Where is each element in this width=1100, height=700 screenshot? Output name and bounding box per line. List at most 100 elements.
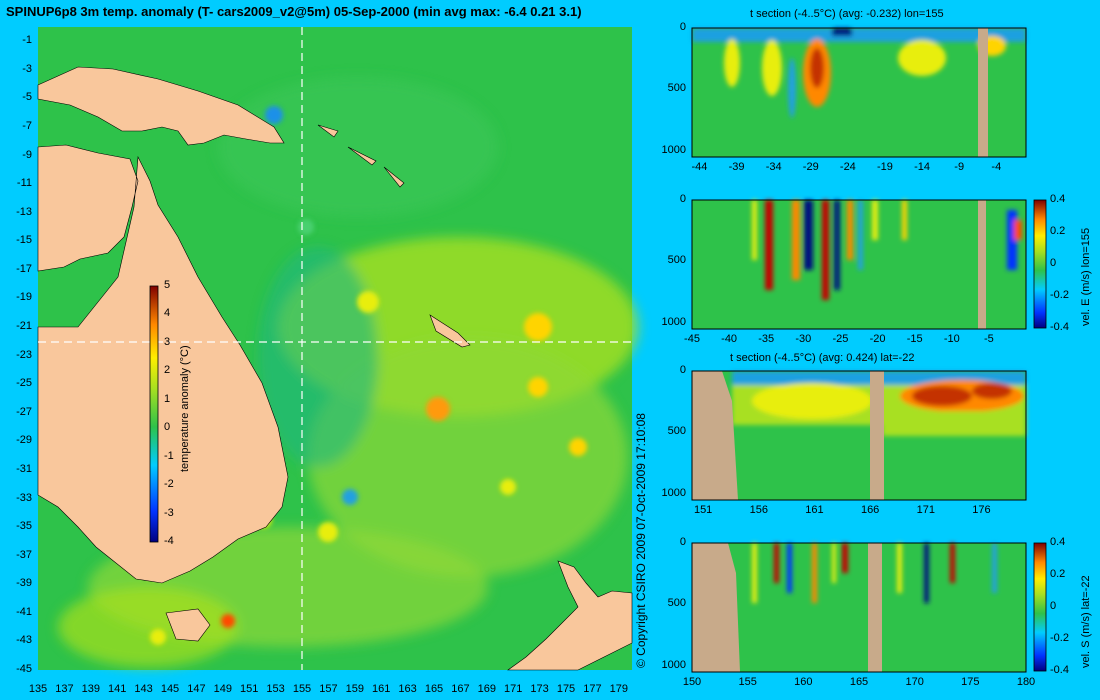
map-y-tick: -1 [22,34,32,47]
vel-s-section-colorbar-tick: 0.2 [1050,568,1066,580]
map-colorbar-tick: -2 [164,478,174,491]
map-y-tick: -33 [16,491,32,504]
map-colorbar-tick: 3 [164,335,171,348]
vel-s-section-x-tick: 175 [961,676,980,688]
map-y-tick: -43 [16,634,32,647]
vel-s-section-colorbar-tick: -0.2 [1050,632,1069,644]
map-colorbar-tick: 0 [164,421,171,434]
map-y-tick: -39 [16,577,32,590]
vel-e-section-colorbar-tick: 0.4 [1050,193,1066,205]
vel-e-section-x-tick: -30 [795,333,812,345]
vel-e-section-x-tick: -5 [983,333,994,345]
vel-e-section-x-tick: -35 [758,333,775,345]
t-section-lat-y-tick: 500 [667,425,686,438]
vel-e-section-colorbar-tick: -0.2 [1050,289,1069,301]
map-colorbar-tick: -1 [164,449,174,462]
t-section-lon-plot [691,27,1027,158]
map-y-tick: -31 [16,462,32,475]
map-x-tick: 153 [266,683,285,695]
t-section-lon-x-tick: -9 [954,161,965,173]
map-x-tick: 173 [530,683,549,695]
vel-s-section-y-tick: 500 [667,597,686,610]
map-x-tick: 161 [372,683,391,695]
t-section-lon-x-tick: -44 [691,161,708,173]
map-y-tick: -35 [16,520,32,533]
map-x-tick: 137 [55,683,74,695]
map-colorbar-tick: 1 [164,392,171,405]
vel-s-section-plot [691,542,1027,673]
t-section-lat-plot [691,370,1027,501]
t-section-lon-x-tick: -14 [914,161,931,173]
vel-s-section-x-tick: 165 [849,676,869,688]
page-title: SPINUP6p8 3m temp. anomaly (T- cars2009_… [6,4,582,19]
map-y-tick: -9 [22,148,32,161]
map-y-tick: -13 [16,205,32,218]
map-y-tick: -41 [16,605,32,618]
map-colorbar-tick: -4 [164,535,174,547]
map-x-tick: 165 [424,683,444,695]
map-x-tick: 139 [81,683,100,695]
vel-e-section-y-tick: 0 [679,193,686,205]
map-x-tick: 157 [319,683,338,695]
t-section-lat-x-tick: 176 [972,504,991,516]
map-x-tick: 151 [240,683,259,695]
map-y-tick: -19 [16,291,32,304]
vel-s-section-colorbar-tick: 0.4 [1050,536,1066,548]
vel-e-section-colorbar-tick: 0 [1050,257,1057,269]
map-y-tick: -11 [16,177,32,190]
map-y-tick: -25 [16,377,32,390]
map-x-tick: 147 [187,683,206,695]
map-x-tick: 149 [213,683,232,695]
map-y-tick: -7 [22,120,32,133]
map-y-tick: -45 [16,663,32,675]
t-section-lon-x-tick: -4 [991,161,1002,173]
t-section-lon-title: t section (-4..5°C) (avg: -0.232) lon=15… [750,8,944,20]
vel-s-section-x-tick: 160 [794,676,813,688]
map-x-tick: 135 [28,683,48,695]
vel-s-section-colorbar-tick: -0.4 [1050,664,1069,676]
vel-e-colorbar [1033,199,1047,329]
vel-e-section-y-tick: 500 [667,254,686,267]
t-section-lat-y-tick: 0 [679,364,686,376]
map-x-tick: 179 [609,683,628,695]
vel-s-colorbar-label: vel. S (m/s) lat=-22 [1080,575,1092,668]
map-colorbar-gradient [149,285,159,543]
map-colorbar [149,285,159,543]
map-colorbar-tick: 5 [164,279,171,291]
map-x-tick: 145 [160,683,180,695]
t-section-lat-x-tick: 161 [805,504,824,516]
vel-e-section-colorbar-tick: -0.4 [1050,321,1069,333]
map-colorbar-tick: 4 [164,307,171,320]
map-y-tick: -21 [16,320,32,333]
vel-e-section-colorbar-tick: 0.2 [1050,225,1066,237]
vel-s-section-x-tick: 150 [682,676,702,688]
map-y-tick: -5 [22,91,32,104]
t-section-lat-x-tick: 166 [860,504,880,516]
t-section-lat-title: t section (-4..5°C) (avg: 0.424) lat=-22 [730,352,915,364]
map-colorbar-tick: -3 [164,506,174,519]
map-x-tick: 169 [477,683,496,695]
t-section-lon-y-tick: 1000 [661,143,686,156]
t-section-lon-x-tick: -39 [728,161,745,173]
vel-e-section-x-tick: -20 [869,333,886,345]
vel-e-section-x-tick: -15 [906,333,923,345]
map-x-tick: 141 [108,683,127,695]
vel-s-section-y-tick: 0 [679,536,686,548]
copyright-text: © Copyright CSIRO 2009 07-Oct-2009 17:10… [634,413,648,668]
t-section-lon-x-tick: -34 [765,161,782,173]
t-section-lon-y-tick: 500 [667,82,686,95]
t-section-lon-x-tick: -24 [839,161,856,173]
vel-s-section-y-tick: 1000 [661,658,686,671]
map-x-tick: 171 [504,683,523,695]
vel-s-section-colorbar-tick: 0 [1050,600,1057,612]
map-y-tick: -37 [16,548,32,561]
map-x-tick: 167 [451,683,470,695]
map-y-tick: -15 [16,234,32,247]
map-x-tick: 163 [398,683,417,695]
vel-s-colorbar [1033,542,1047,672]
map-colorbar-tick: 2 [164,364,171,377]
map-y-tick: -23 [16,348,32,361]
vel-s-section-x-tick: 180 [1016,676,1036,688]
t-section-lon-x-tick: -19 [877,161,893,173]
map-y-tick: -3 [22,62,32,75]
